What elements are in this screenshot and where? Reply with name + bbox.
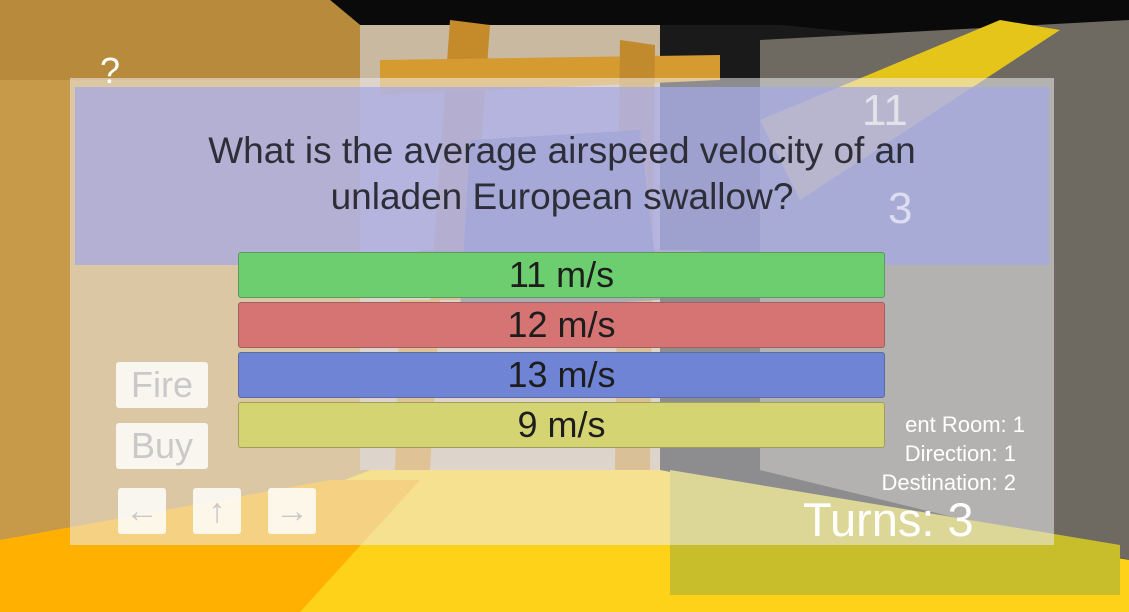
move-left-button[interactable]: ← bbox=[118, 488, 166, 534]
wall-number-top: 11 bbox=[862, 86, 908, 135]
help-button[interactable]: ? bbox=[100, 50, 121, 91]
turns-counter: Turns: 3 bbox=[803, 493, 974, 546]
fire-button[interactable]: Fire bbox=[116, 362, 208, 408]
buy-button[interactable]: Buy bbox=[116, 423, 208, 469]
move-forward-button[interactable]: ↑ bbox=[193, 488, 241, 534]
wall-number-mid: 3 bbox=[888, 184, 913, 233]
answer-option-2[interactable]: 12 m/s bbox=[238, 302, 885, 348]
answer-option-1[interactable]: 11 m/s bbox=[238, 252, 885, 298]
destination-status: Destination: 2 bbox=[881, 470, 1016, 495]
answer-option-4[interactable]: 9 m/s bbox=[238, 402, 885, 448]
current-room-status: ent Room: 1 bbox=[905, 412, 1025, 437]
direction-status: Direction: 1 bbox=[904, 441, 1016, 466]
move-right-button[interactable]: → bbox=[268, 488, 316, 534]
trivia-question: What is the average airspeed velocity of… bbox=[208, 130, 916, 217]
current-room-clip: ent Room: 1 bbox=[885, 405, 1025, 505]
answer-option-3[interactable]: 13 m/s bbox=[238, 352, 885, 398]
question-banner bbox=[75, 87, 1049, 265]
